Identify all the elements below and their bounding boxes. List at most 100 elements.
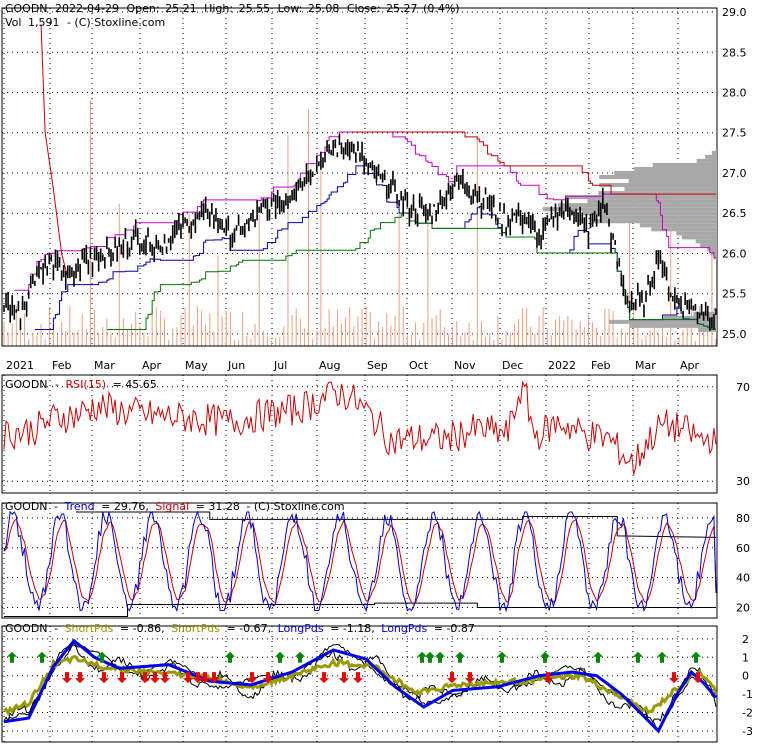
profile-bar [651,227,717,232]
sell-arrow [150,672,160,684]
price-x-tick: Jun [227,359,245,372]
rsi-header: GOODN - RSI(15) = 45.65 [5,378,157,391]
trend-line [3,510,717,613]
red-band [353,131,716,195]
profile-bar [599,174,717,180]
rsi-y-tick: 30 [736,475,750,488]
sell-arrow [160,672,170,684]
buy-arrow [225,651,235,663]
profile-bar [652,162,717,167]
profile-bar [599,215,717,220]
sell-arrow [447,672,457,684]
price-y-tick: 26.0 [722,247,747,260]
sell-arrow [99,672,109,684]
profile-bar [634,166,717,171]
red-band-start [40,24,69,278]
profile-bar [639,223,717,228]
sell-arrow [543,672,553,684]
profile-bar [609,319,717,324]
buy-arrow [633,651,643,663]
profile-bar [662,315,717,320]
volume-profile [542,150,717,332]
sell-arrow [62,672,72,684]
price-x-tick: Oct [409,359,429,372]
pds-y-tick: 2 [742,633,749,646]
price-y-tick: 27.5 [722,127,747,140]
profile-bar [587,199,717,204]
sell-arrow [693,672,703,684]
x-axis-labels: 2021 Feb Mar Apr May Jun Jul Aug Sep Oct Nov Dec 202… [6,359,700,372]
signal-line [3,518,717,605]
pds-y-tick: 1 [742,651,749,664]
price-x-tick: Sep [367,359,388,372]
profile-bar [711,150,717,155]
sell-arrow [183,672,193,684]
signal-arrows [7,651,703,684]
profile-bar [629,323,717,328]
price-bands [14,24,716,331]
profile-bar [599,183,717,188]
buy-arrow [7,651,17,663]
price-y-tick: 28.0 [722,87,747,100]
sell-arrow [353,672,363,684]
price-x-tick: Dec [502,359,523,372]
profile-bar [614,170,717,175]
longpds-line [3,638,718,734]
profile-bar [681,235,717,240]
price-panel: 2021 Feb Mar Apr May Jun Jul Aug Sep Oct Nov Dec 202… [1,2,747,372]
sell-arrow [200,672,210,684]
rsi-y-tick: 70 [736,381,750,394]
sell-arrow [140,672,150,684]
profile-bar [676,231,717,236]
trend-y-tick: 60 [736,542,750,555]
profile-bar [624,187,717,192]
price-y-tick: 29.0 [722,6,747,19]
price-x-tick: Mar [635,359,656,372]
buy-arrow [425,651,435,663]
buy-arrow [435,651,445,663]
buy-arrow [657,651,667,663]
buy-arrow [455,651,465,663]
rsi-line [3,380,717,475]
trend-panel: 80 60 40 20 GOODN - Trend = 29.76, Signal =… [1,500,750,619]
price-x-tick: Aug [319,359,340,372]
price-y-tick: 27.0 [722,167,747,180]
buy-arrow [497,651,507,663]
price-x-tick: 2021 [6,359,34,372]
profile-bar [598,191,717,196]
price-x-tick: Apr [142,359,162,372]
price-x-tick: Feb [52,359,71,372]
profile-bar [564,195,717,200]
price-header: GOODN 2022-04-29 Open: 25.21 High: 25.55… [5,2,460,15]
price-x-tick: Jul [273,359,287,372]
profile-bar [696,158,717,163]
pds-y-tick: -2 [742,707,753,720]
buy-arrow [97,651,107,663]
trend-lower-band [4,602,716,618]
sell-arrow [117,672,127,684]
sell-arrow [247,672,257,684]
volume-header: Vol 1,591 - (C) Stoxline.com [5,16,165,29]
price-x-tick: May [185,359,208,372]
green-band [106,212,716,331]
price-bars [3,133,717,331]
sell-arrow [209,672,219,684]
profile-bar [557,203,717,208]
price-x-tick: Feb [591,359,610,372]
profile-bar [700,243,717,248]
trend-y-tick: 40 [736,572,750,585]
buy-arrow [691,651,701,663]
profile-bar [582,211,717,216]
profile-bar [593,219,717,224]
profile-bar [628,179,717,184]
buy-arrow [275,651,285,663]
profile-bar [705,154,717,159]
pds-header: GOODN - ShortPds = -0.86, ShortPds = -0.… [5,622,475,635]
price-x-tick: Mar [94,359,115,372]
price-x-tick: 2022 [548,359,576,372]
sell-arrow [669,672,679,684]
pds-y-tick: -3 [742,725,753,738]
profile-bar [698,327,717,332]
sell-arrow [319,672,329,684]
trend-y-tick: 20 [736,602,750,615]
